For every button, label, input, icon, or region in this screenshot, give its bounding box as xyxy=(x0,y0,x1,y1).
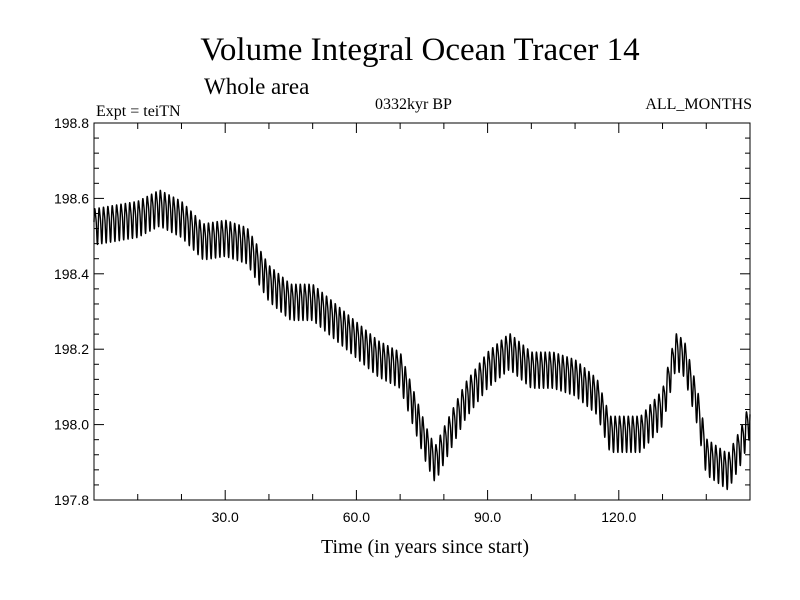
y-tick-label: 197.8 xyxy=(54,492,89,508)
y-tick-label: 198.0 xyxy=(54,417,89,433)
experiment-label: Expt = teiTN xyxy=(96,103,181,120)
x-axis-label: Time (in years since start) xyxy=(320,536,530,558)
x-tick-label: 30.0 xyxy=(212,509,239,525)
y-tick-label: 198.6 xyxy=(54,190,89,206)
months-label: ALL_MONTHS xyxy=(645,96,752,113)
series-line xyxy=(93,189,751,491)
plot-frame xyxy=(93,122,751,501)
chart-subtitle: Whole area xyxy=(204,74,310,99)
period-label: 0332kyr BP xyxy=(375,96,452,113)
axis-ticks xyxy=(94,122,750,501)
x-tick-label: 90.0 xyxy=(474,509,501,525)
y-tick-label: 198.8 xyxy=(54,115,89,131)
y-tick-label: 198.2 xyxy=(54,341,89,357)
x-tick-label: 120.0 xyxy=(601,509,636,525)
tick-labels: 30.0 60.0 90.0 120.0 197.8 198.0 198.2 198.4 198… xyxy=(54,115,637,525)
chart-title: Volume Integral Ocean Tracer 14 xyxy=(200,32,640,68)
x-tick-label: 60.0 xyxy=(343,509,370,525)
y-tick-label: 198.4 xyxy=(54,266,89,282)
